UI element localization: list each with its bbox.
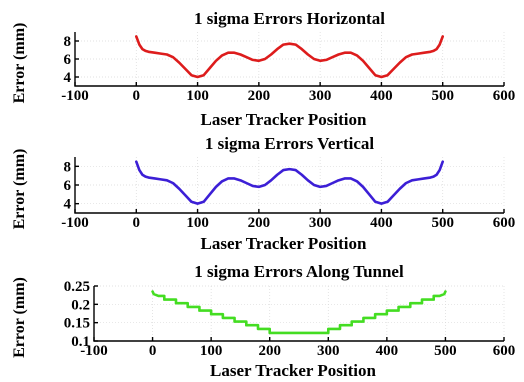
x-tick-label: 500: [434, 343, 457, 359]
series-line-3-1: [151, 290, 447, 335]
y-tick-label: 4: [64, 70, 72, 86]
y-tick-label: 8: [64, 34, 72, 50]
y-tick-label: 8: [64, 159, 72, 175]
chart-title: 1 sigma Errors Horizontal: [194, 9, 385, 28]
series-line-1-1: [134, 35, 445, 79]
chart-panel-3: -100 0 100 200 300 400 500 600 0.1 0.15 0.2 0.25 1 s…: [11, 262, 515, 380]
x-tick-label: -100: [61, 215, 89, 231]
x-tick-label: 500: [431, 215, 454, 231]
chart-panel-1: -100 0 100 200 300 400 500 600 4 6 8 1 sigma Errors…: [11, 9, 515, 129]
y-tick-label: 0.2: [71, 297, 90, 313]
chart-title: 1 sigma Errors Vertical: [205, 134, 374, 153]
x-tick-label: 300: [309, 88, 332, 104]
series-line-2-1: [134, 160, 445, 205]
x-tick-label: -100: [80, 343, 108, 359]
x-tick-label: 600: [493, 215, 516, 231]
y-axis-label: Error (mm): [11, 23, 28, 104]
axes: [74, 32, 504, 87]
y-tick-label: 6: [64, 178, 72, 194]
y-axis-label: Error (mm): [11, 149, 28, 230]
y-tick-label: 0.15: [64, 316, 90, 332]
x-axis-label: Laser Tracker Position: [201, 234, 367, 253]
chart-panel-2: -100 0 100 200 300 400 500 600 4 6 8 1 sigma Errors…: [11, 134, 515, 253]
y-axis-label: Error (mm): [11, 277, 28, 358]
x-tick-label: 0: [133, 88, 141, 104]
x-tick-label: 100: [186, 88, 209, 104]
x-tick-label: 300: [317, 343, 340, 359]
y-tick-label: 4: [64, 197, 72, 213]
x-tick-label: 500: [431, 88, 454, 104]
x-tick-label: 200: [248, 215, 271, 231]
x-tick-label: 200: [258, 343, 281, 359]
axes: [74, 157, 504, 214]
x-tick-label: 400: [376, 343, 399, 359]
x-tick-label: 100: [186, 215, 209, 231]
y-tick-label: 6: [64, 52, 72, 68]
x-tick-label: -100: [61, 88, 89, 104]
x-tick-label: 400: [370, 88, 393, 104]
x-tick-label: 0: [149, 343, 157, 359]
x-tick-label: 600: [493, 343, 516, 359]
y-tick-label: 0.1: [71, 334, 90, 350]
x-tick-label: 200: [248, 88, 271, 104]
x-tick-label: 300: [309, 215, 332, 231]
x-tick-label: 100: [200, 343, 223, 359]
x-tick-label: 0: [133, 215, 141, 231]
x-axis-label: Laser Tracker Position: [201, 110, 367, 129]
chart-title: 1 sigma Errors Along Tunnel: [194, 262, 404, 281]
x-tick-label: 400: [370, 215, 393, 231]
y-tick-label: 0.25: [64, 279, 90, 295]
x-tick-label: 600: [493, 88, 516, 104]
x-axis-label: Laser Tracker Position: [210, 361, 376, 380]
